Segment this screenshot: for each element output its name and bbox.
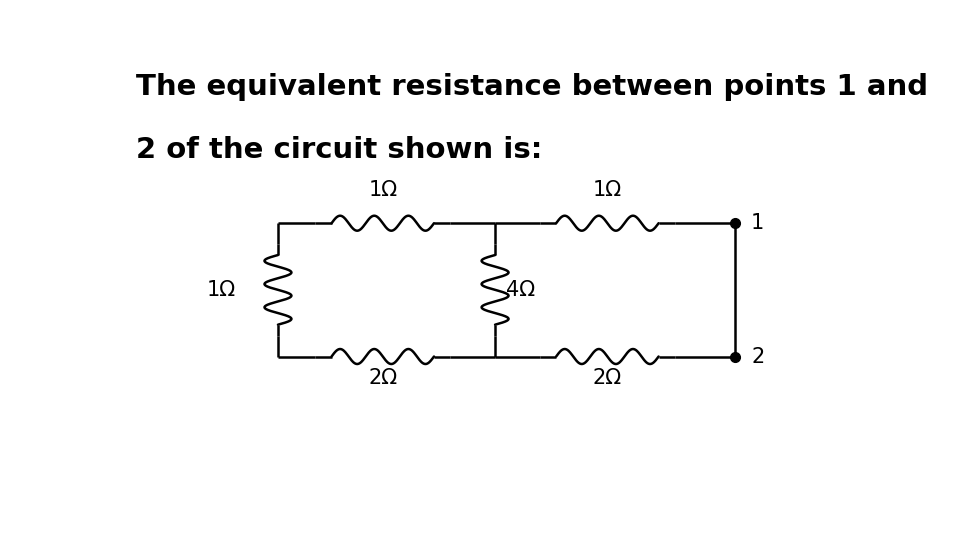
Text: The equivalent resistance between points 1 and: The equivalent resistance between points…: [135, 73, 928, 101]
Text: 1Ω: 1Ω: [368, 180, 397, 200]
Text: 2 of the circuit shown is:: 2 of the circuit shown is:: [135, 136, 542, 164]
Text: 2Ω: 2Ω: [368, 368, 397, 388]
Text: 1Ω: 1Ω: [207, 280, 236, 300]
Text: 2Ω: 2Ω: [593, 368, 622, 388]
Text: 1: 1: [752, 213, 764, 233]
Text: 1Ω: 1Ω: [593, 180, 622, 200]
Text: 4Ω: 4Ω: [506, 280, 535, 300]
Text: 2: 2: [752, 347, 764, 366]
